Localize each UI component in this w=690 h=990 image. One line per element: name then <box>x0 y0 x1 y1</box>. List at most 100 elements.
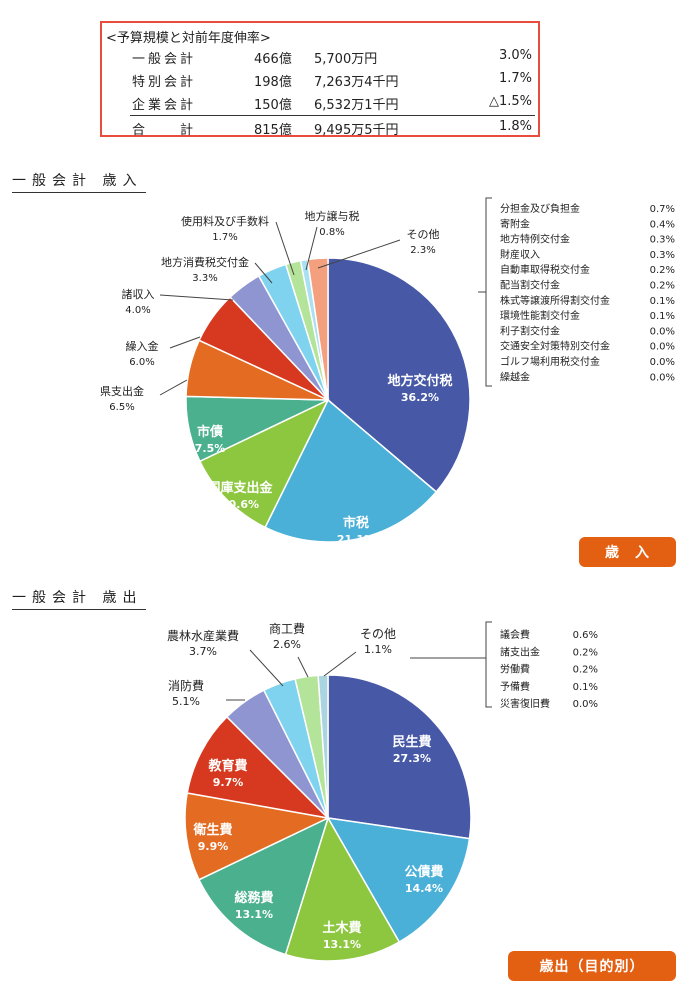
pie0-other-item-label: 地方特例交付金 <box>500 233 570 246</box>
expense-tag: 歳出（目的別） <box>508 951 676 981</box>
pie0-other-item-value: 0.3% <box>650 235 675 246</box>
pie0-value-5: 6.0% <box>129 357 154 368</box>
pie0-other-item-label: 分担金及び負担金 <box>500 202 580 215</box>
pie0-leader-6 <box>159 294 234 301</box>
pie1-slice-4 <box>184 792 331 881</box>
pie1-leader-7 <box>249 649 284 687</box>
pie0-leader-4 <box>159 379 188 396</box>
pie0-label-5: 繰入金 <box>126 339 159 353</box>
pie1-value-7: 3.7% <box>189 645 217 658</box>
pie0-slice-10 <box>306 257 329 401</box>
pie0-slice-0 <box>327 257 471 493</box>
pie1-slice-9 <box>317 674 329 819</box>
pie1-value-0: 27.3% <box>393 752 431 765</box>
pie1-label-9: その他 <box>360 627 396 641</box>
pie1-other-bracket <box>485 621 492 708</box>
pie0-label-8: 使用料及び手数料 <box>181 214 269 228</box>
pie1-slice-0 <box>327 674 472 840</box>
pie0-value-0: 36.2% <box>401 391 439 404</box>
pie0-label-10: その他 <box>407 228 440 241</box>
pie0-value-10: 2.3% <box>410 245 435 256</box>
pie0-other-item-label: 交通安全対策特別交付金 <box>500 340 610 353</box>
pie0-other-item-label: 配当割交付金 <box>500 279 560 292</box>
pie1-leader-9 <box>323 651 357 677</box>
budget-summary-header: <予算規模と対前年度伸率> <box>106 31 271 46</box>
budget-row-special: 特別会計 198億 7,263万4千円 1.7% <box>132 71 532 90</box>
pie0-slice-2 <box>198 398 330 529</box>
pie1-value-9: 1.1% <box>364 643 392 656</box>
pie1-value-6: 5.1% <box>172 695 200 708</box>
pie0-other-item-value: 0.2% <box>650 265 675 276</box>
pie0-label-1: 市税 <box>343 515 369 531</box>
pie0-other-item-label: 寄附金 <box>500 217 530 230</box>
pie1-slice-3 <box>197 816 330 956</box>
pie1-other-item-label: 諸支出金 <box>500 645 540 658</box>
pie0-other-item-label: 利子割交付金 <box>500 324 560 337</box>
pie0-other-item-value: 0.0% <box>650 372 675 383</box>
pie1-label-2: 土木費 <box>322 920 361 936</box>
pie0-label-9: 地方譲与税 <box>305 209 360 223</box>
pie0-label-6: 諸収入 <box>122 287 155 301</box>
pie0-label-0: 地方交付税 <box>387 373 452 389</box>
pie1-slice-5 <box>186 715 331 820</box>
pie1-other-item-value: 0.0% <box>573 699 598 710</box>
revenue-section-title: 一般会計 歳入 <box>12 170 147 193</box>
pie1-slice-2 <box>284 816 401 962</box>
pie0-other-item-value: 0.0% <box>650 342 675 353</box>
pie1-label-6: 消防費 <box>168 678 204 693</box>
pie0-other-item-value: 0.1% <box>650 296 675 307</box>
pie0-value-6: 4.0% <box>125 305 150 316</box>
budget-row-total: 合 計 815億 9,495万5千円 1.8% <box>132 119 532 138</box>
pie1-label-8: 商工費 <box>269 621 305 636</box>
pie1-label-3: 総務費 <box>234 890 273 906</box>
pie1-other-item-label: 予備費 <box>500 680 530 693</box>
pie1-slice-1 <box>326 817 471 944</box>
pie0-other-item-label: ゴルフ場利用税交付金 <box>500 355 600 368</box>
pie1-label-7: 農林水産業費 <box>167 628 239 643</box>
pie1-other-item-value: 0.1% <box>573 682 598 693</box>
pie1-label-5: 教育費 <box>207 758 247 774</box>
pie0-label-7: 地方消費税交付金 <box>161 255 249 269</box>
pie0-slice-1 <box>264 398 438 543</box>
pie0-other-item-label: 環境性能割交付金 <box>500 309 580 322</box>
pie0-other-item-value: 0.1% <box>650 311 675 322</box>
pie0-other-item-value: 0.7% <box>650 204 675 215</box>
pie0-label-4: 県支出金 <box>100 384 144 398</box>
pie0-leader-10 <box>317 239 401 269</box>
pie1-label-4: 衛生費 <box>192 822 232 838</box>
pie1-label-1: 公債費 <box>404 864 443 880</box>
pie0-value-2: 10.6% <box>221 498 259 511</box>
budget-summary-box: <予算規模と対前年度伸率> 一般会計 466億 5,700万円 3.0% 特別会… <box>100 21 540 138</box>
pie0-other-item-label: 株式等譲渡所得割交付金 <box>500 294 610 307</box>
pie1-leader-8 <box>297 656 309 678</box>
pie0-leader-9 <box>305 226 318 271</box>
pie0-other-item-value: 0.0% <box>650 326 675 337</box>
pie0-label-2: 国庫支出金 <box>207 480 273 496</box>
pie0-other-item-value: 0.2% <box>650 281 675 292</box>
pie1-other-item-value: 0.2% <box>573 647 598 658</box>
pie1-other-item-label: 労働費 <box>500 663 530 676</box>
pie1-other-item-value: 0.2% <box>573 665 598 676</box>
expense-section-title: 一般会計 歳出 <box>12 587 147 610</box>
pie0-value-7: 3.3% <box>192 273 217 284</box>
pie0-value-3: 7.5% <box>195 442 226 455</box>
pie0-value-9: 0.8% <box>319 227 344 238</box>
pie0-leader-8 <box>275 221 295 276</box>
pie0-value-4: 6.5% <box>109 402 134 413</box>
pie0-other-item-label: 自動車取得税交付金 <box>500 263 590 276</box>
revenue-tag: 歳 入 <box>579 537 676 567</box>
pie1-value-3: 13.1% <box>235 908 273 921</box>
pie0-label-3: 市債 <box>197 424 223 440</box>
pie1-label-0: 民生費 <box>392 734 431 750</box>
pie1-value-5: 9.7% <box>213 776 244 789</box>
pie0-other-item-value: 0.0% <box>650 357 675 368</box>
pie0-value-8: 1.7% <box>212 232 237 243</box>
pie0-leader-5 <box>169 336 201 349</box>
pie1-value-2: 13.1% <box>323 938 361 951</box>
pie1-other-item-label: 議会費 <box>500 628 530 641</box>
pie0-value-1: 21.1% <box>337 533 375 546</box>
pie0-other-item-label: 繰越金 <box>500 370 530 383</box>
total-divider <box>130 115 535 116</box>
pie1-other-item-value: 0.6% <box>573 630 598 641</box>
